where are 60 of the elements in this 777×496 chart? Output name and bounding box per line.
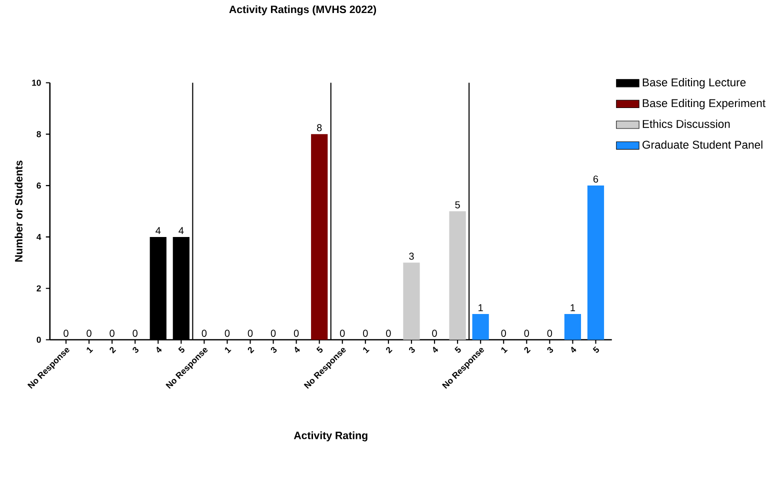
data-label: 0 bbox=[363, 330, 368, 337]
y-tick-label: 0 bbox=[36, 336, 41, 343]
y-tick-label: 6 bbox=[36, 182, 41, 189]
x-tick-label: 1 bbox=[224, 347, 232, 354]
x-axis-title: Activity Rating bbox=[294, 431, 368, 442]
legend-label: Base Editing Lecture bbox=[642, 78, 746, 89]
x-tick-label: 2 bbox=[248, 347, 254, 354]
bar bbox=[564, 314, 582, 340]
bar bbox=[403, 262, 420, 340]
data-label: 0 bbox=[386, 330, 391, 337]
bar bbox=[449, 211, 466, 340]
data-label: 5 bbox=[455, 201, 460, 208]
data-label: 4 bbox=[156, 227, 161, 234]
x-tick-label: 3 bbox=[409, 347, 415, 353]
x-tick-label: 5 bbox=[592, 346, 600, 353]
data-label: 6 bbox=[593, 176, 598, 183]
data-label: 1 bbox=[478, 304, 483, 312]
y-tick-label: 4 bbox=[36, 234, 42, 240]
data-label: 0 bbox=[547, 330, 552, 337]
data-label: 1 bbox=[570, 304, 575, 312]
bar bbox=[311, 134, 328, 340]
bar bbox=[472, 314, 489, 340]
data-label: 0 bbox=[432, 330, 437, 337]
bar bbox=[587, 186, 604, 340]
legend-label: Ethics Discussion bbox=[642, 120, 730, 128]
data-label: 3 bbox=[409, 252, 414, 260]
data-label: 0 bbox=[524, 330, 530, 337]
data-label: 8 bbox=[317, 124, 322, 132]
y-tick-label: 2 bbox=[36, 285, 41, 292]
y-tick-label: 10 bbox=[32, 80, 41, 86]
x-tick-label: 3 bbox=[132, 347, 138, 353]
x-tick-label: 2 bbox=[386, 347, 392, 354]
x-tick-label: 1 bbox=[363, 347, 370, 354]
data-label: 0 bbox=[202, 330, 207, 337]
x-tick-label: 4 bbox=[156, 346, 162, 353]
chart-title: Activity Ratings (MVHS 2022) bbox=[229, 5, 376, 16]
x-tick-label: 4 bbox=[571, 346, 576, 353]
data-label: 0 bbox=[270, 330, 276, 337]
data-label: 4 bbox=[178, 227, 184, 234]
data-label: 0 bbox=[110, 330, 114, 337]
data-label: 0 bbox=[248, 330, 253, 337]
x-tick-label: 2 bbox=[524, 347, 531, 354]
x-tick-label: 4 bbox=[432, 346, 438, 353]
x-tick-label: 3 bbox=[547, 347, 554, 353]
x-tick-label: 4 bbox=[294, 346, 300, 353]
y-axis-title: Number or Students bbox=[14, 160, 22, 262]
x-tick-label: 2 bbox=[110, 347, 116, 354]
legend-label: Graduate Student Panel bbox=[642, 140, 762, 149]
data-label: 0 bbox=[340, 330, 345, 337]
data-label: 0 bbox=[501, 330, 506, 337]
data-label: 0 bbox=[224, 330, 230, 337]
x-tick-label: 1 bbox=[86, 347, 94, 354]
data-label: 0 bbox=[132, 330, 138, 337]
x-tick-label: 1 bbox=[501, 347, 508, 354]
x-tick-label: 3 bbox=[270, 347, 277, 353]
y-tick-label: 8 bbox=[36, 131, 41, 138]
data-label: 0 bbox=[64, 330, 68, 337]
data-label: 0 bbox=[294, 330, 299, 337]
legend-label: Base Editing Experiment bbox=[642, 98, 766, 110]
data-label: 0 bbox=[86, 330, 92, 337]
